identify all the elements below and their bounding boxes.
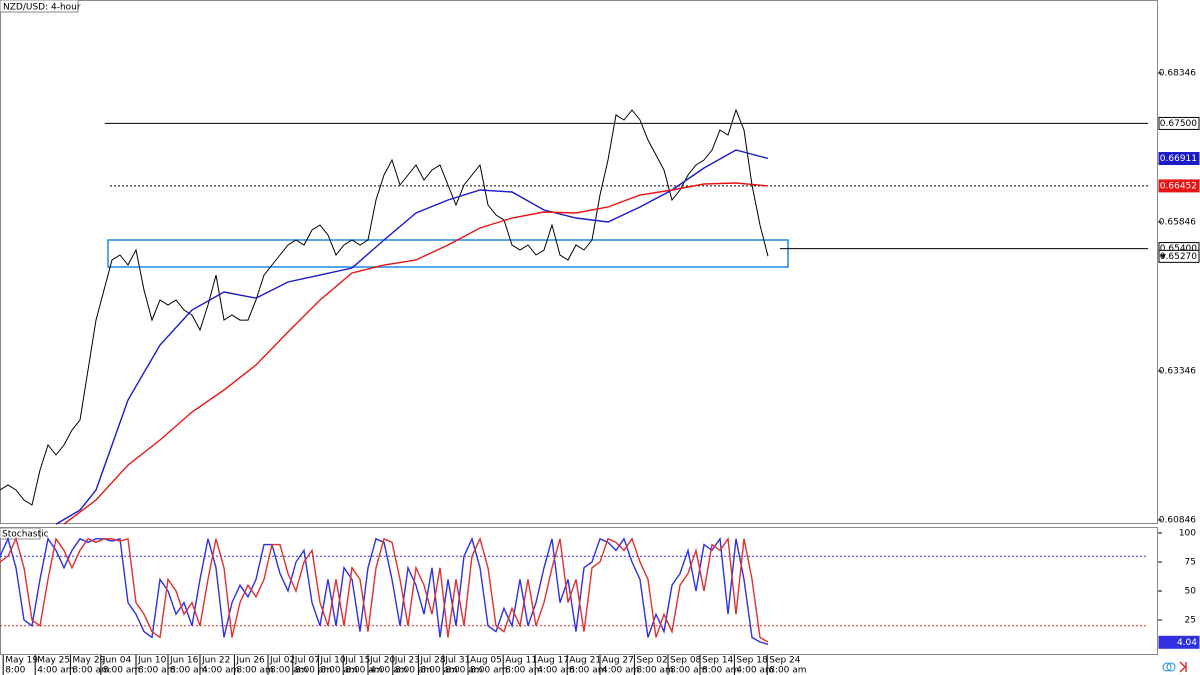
x-time-label: 8:00 am <box>569 666 606 675</box>
price-badge <box>1158 249 1200 263</box>
x-time-label: 8:00 am <box>138 666 175 675</box>
x-time-label: 8:00 am <box>170 666 207 675</box>
x-tick-label: Sep 08 <box>670 656 702 666</box>
price-badge <box>1158 635 1200 649</box>
x-time-label: 8:00 am <box>670 666 707 675</box>
x-tick-label: Aug 11 <box>505 656 537 666</box>
chart-title: NZD/USD: 4-hour <box>3 3 81 13</box>
x-tick-label: Jun 22 <box>201 656 230 666</box>
series-line <box>55 149 769 525</box>
price-panel <box>0 0 1158 524</box>
x-tick-label: Sep 24 <box>769 656 801 666</box>
x-tick-label: Aug 05 <box>470 656 502 666</box>
y-tick-label: 0.68346 <box>1159 69 1196 79</box>
x-tick-label: May 25 <box>37 656 70 666</box>
x-time-label: 8:00 am <box>295 666 332 675</box>
x-time-label: 8:00 am <box>270 666 307 675</box>
panel-title: Stochastic <box>2 530 49 540</box>
x-time-label: 4:00 am <box>37 666 74 675</box>
x-tick-label: May 19 <box>5 656 38 666</box>
price-badge-label: 0.66452 <box>1160 181 1197 191</box>
x-tick-label: Jul 07 <box>294 656 320 666</box>
price-badge-label: 0.65270 <box>1160 252 1197 262</box>
x-tick-label: Sep 14 <box>702 656 734 666</box>
price-badge-label: 4.04 <box>1177 638 1197 648</box>
x-tick-label: Aug 17 <box>537 656 569 666</box>
series-line <box>0 536 769 643</box>
x-time-label: 8:00 <box>5 666 25 675</box>
price-badge <box>1158 152 1200 166</box>
x-tick-label: Jul 02 <box>269 656 295 666</box>
x-tick-label: Jun 16 <box>169 656 199 666</box>
toolbar-icons[interactable] <box>1162 661 1187 673</box>
x-time-label: 8:00 am <box>420 666 457 675</box>
x-tick-label: Jul 20 <box>369 656 395 666</box>
x-tick-label: May 29 <box>72 656 105 666</box>
x-tick-label: Jul 23 <box>394 656 420 666</box>
x-time-label: 8:00 am <box>702 666 739 675</box>
x-time-label: 8:00 am <box>345 666 382 675</box>
x-time-label: 8:00 am <box>769 666 806 675</box>
x-tick-label: Aug 21 <box>569 656 601 666</box>
x-time-label: 4:00 am <box>537 666 574 675</box>
x-time-label: 8:00 am <box>103 666 140 675</box>
icon[interactable] <box>1179 661 1187 673</box>
x-tick-label: Sep 18 <box>736 656 768 666</box>
x-time-label: 8:00 am <box>395 666 432 675</box>
x-tick-label: Aug 27 <box>602 656 634 666</box>
x-tick-label: Jun 04 <box>102 656 132 666</box>
series-line <box>0 108 769 506</box>
y-tick-label: 25 <box>1185 615 1196 625</box>
price-badge-label: 0.67500 <box>1160 119 1197 129</box>
x-time-label: 4:00 am <box>202 666 239 675</box>
y-tick-label: 75 <box>1185 558 1196 568</box>
x-time-label: 4:00 am <box>602 666 639 675</box>
series-line <box>0 536 769 645</box>
series-line <box>63 182 769 525</box>
y-tick-label: 0.65846 <box>1159 218 1196 228</box>
y-tick-label: 100 <box>1179 529 1196 539</box>
last-price-arrow <box>1160 254 1166 259</box>
y-tick-label: 0.60846 <box>1159 516 1196 526</box>
price-badge-label: 0.65400 <box>1160 244 1197 254</box>
stochastic-panel <box>0 527 1158 655</box>
price-badge <box>1158 179 1200 193</box>
x-time-label: 8:00 am <box>470 666 507 675</box>
icon[interactable] <box>1162 662 1172 672</box>
x-tick-label: Sep 02 <box>636 656 667 666</box>
price-badge <box>1158 116 1200 130</box>
title-box <box>0 0 79 13</box>
x-tick-label: Jul 31 <box>444 656 470 666</box>
x-tick-label: Jun 10 <box>137 656 167 666</box>
x-time-label: 4:00 am <box>736 666 773 675</box>
price-badge-label: 0.66911 <box>1160 154 1197 164</box>
x-tick-label: Jul 10 <box>319 656 345 666</box>
x-tick-label: Jul 15 <box>344 656 370 666</box>
x-time-label: 8:00 am <box>636 666 673 675</box>
x-tick-label: Jun 26 <box>235 656 265 666</box>
icon[interactable] <box>1166 662 1176 672</box>
x-time-label: 8:00 am <box>320 666 357 675</box>
title-box <box>0 527 41 540</box>
x-time-label: 8:00 am <box>72 666 109 675</box>
zone-box <box>107 239 789 268</box>
x-time-label: 8:00 am <box>236 666 273 675</box>
x-time-label: 4:00 am <box>370 666 407 675</box>
x-time-label: 8:00 am <box>505 666 542 675</box>
x-tick-label: Jul 28 <box>419 656 445 666</box>
y-tick-label: 0.63346 <box>1159 367 1196 377</box>
y-tick-label: 50 <box>1185 587 1197 597</box>
x-time-label: 8:00 am <box>445 666 482 675</box>
